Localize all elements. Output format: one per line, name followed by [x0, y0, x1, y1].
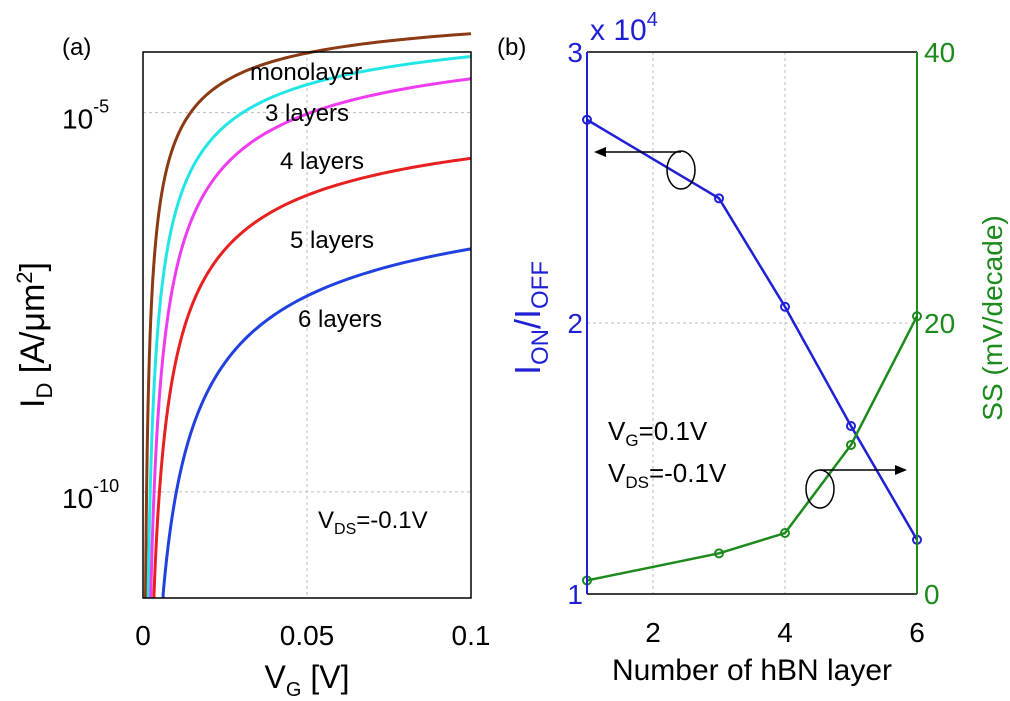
panel-a-series: [144, 32, 472, 598]
right-axis-indicator-ellipse: [805, 469, 835, 509]
left-axis-indicator-ellipse: [666, 150, 696, 190]
right-y-tick-label: 40: [924, 37, 955, 68]
series-label-4: 5 layers: [290, 227, 374, 254]
x-tick-label: 0: [135, 620, 151, 651]
left-y-tick-label: 3: [567, 37, 583, 68]
series-line-right: [586, 315, 919, 582]
right-y-tick-label: 0: [924, 579, 940, 610]
panel-b-left-axis-label: ION/IOFF: [507, 261, 554, 375]
panel-a-y-axis-label: ID [A/μm2]: [12, 262, 57, 408]
series-line-3: [149, 77, 472, 598]
series-line-4: [152, 156, 472, 598]
series-line-5: [161, 247, 472, 598]
panel-b-series: [582, 114, 922, 586]
right-y-tick-label: 20: [924, 308, 955, 339]
series-label-5: 6 layers: [298, 306, 382, 333]
condition-annotation-1: VG=0.1V: [608, 416, 708, 450]
x-tick-label: 4: [777, 617, 793, 648]
left-y-tick-label: 2: [567, 308, 583, 339]
series-point-left: [780, 301, 790, 312]
x-tick-label: 6: [909, 617, 925, 648]
left-axis-indicator-arrowhead: [594, 147, 606, 157]
left-y-tick-label: 1: [567, 579, 583, 610]
panel-b-label: (b): [497, 34, 526, 61]
panel-b-right-axis-label: SS (mV/decade): [977, 215, 1008, 420]
y-tick-label: 10-5: [62, 97, 109, 135]
panel-a-series-labels: monolayer 3 layers 4 layers 5 layers 6 layer…: [250, 59, 382, 333]
series-line-1: [144, 32, 472, 598]
panel-a-tick-labels: 0 0.05 0.1 10-5 10-10: [62, 97, 490, 651]
panel-b-axes: [586, 51, 918, 595]
series-line-left: [586, 118, 919, 541]
panel-b-grid: [587, 52, 917, 594]
series-point-left: [846, 420, 856, 431]
panel-b: (b) 2 4 6 1 2 3 0 20 40 x 104 ION/IOFF SS (mV/de…: [497, 9, 1008, 687]
x-tick-label: 0.1: [452, 620, 491, 651]
right-axis-indicator-arrowhead: [895, 465, 907, 475]
panel-b-axis-indicators: [594, 147, 907, 509]
series-line-2: [146, 55, 472, 598]
x-tick-label: 2: [645, 617, 661, 648]
panel-a-frame: [142, 51, 472, 599]
x-tick-label: 0.05: [280, 620, 335, 651]
panel-a: (a) 0 0.05 0.1 10-5 10-10 monolayer 3 layers 4…: [12, 32, 490, 701]
series-point-right: [846, 439, 856, 450]
series-label-2: 3 layers: [265, 100, 349, 127]
series-point-right: [780, 528, 790, 539]
panel-a-vds-annotation: VDS=-0.1V: [318, 507, 428, 538]
panel-b-tick-labels: 2 4 6 1 2 3 0 20 40: [567, 37, 955, 648]
series-point-left: [714, 193, 724, 204]
panel-b-exponent-label: x 104: [590, 9, 658, 47]
condition-annotation-2: VDS=-0.1V: [608, 458, 727, 492]
panel-b-annotations: VG=0.1V VDS=-0.1V: [608, 416, 727, 492]
panel-a-label: (a): [62, 34, 91, 61]
y-tick-label: 10-10: [62, 476, 119, 514]
series-point-right: [714, 548, 724, 559]
panel-a-x-axis-label: VG [V]: [265, 659, 350, 701]
series-label-3: 4 layers: [280, 148, 364, 175]
series-label-1: monolayer: [250, 59, 362, 86]
panel-b-x-axis-label: Number of hBN layer: [612, 654, 892, 687]
